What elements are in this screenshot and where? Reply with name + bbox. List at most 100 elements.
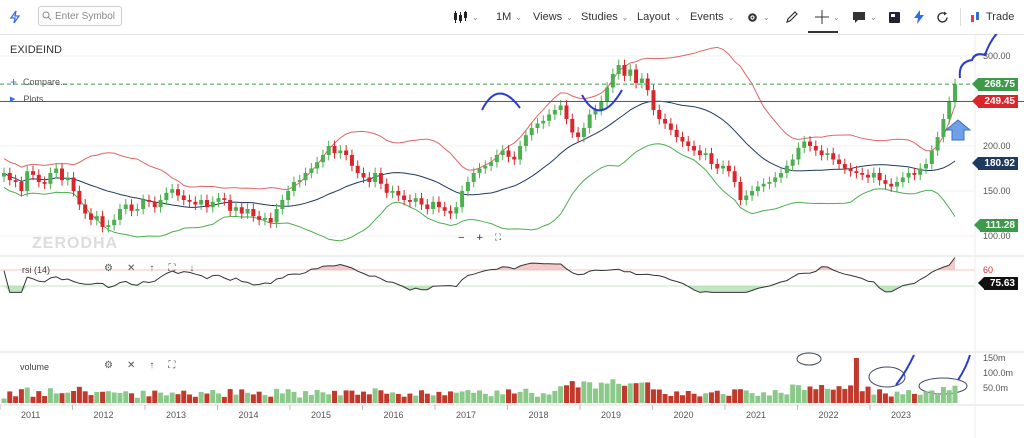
candle-body xyxy=(738,182,743,200)
candle-body xyxy=(349,155,354,166)
rsi-axis-label: 60 xyxy=(983,265,993,275)
candle-body xyxy=(866,174,871,178)
chevron-down-icon: ⌄ xyxy=(472,12,479,22)
volume-bar xyxy=(297,397,303,403)
x-axis-label: 2016 xyxy=(384,410,404,420)
volume-highlight-ellipse xyxy=(796,352,822,366)
candle-body xyxy=(924,164,929,169)
candle-body xyxy=(819,150,824,155)
crosshair-button[interactable]: ⌄ xyxy=(815,0,840,34)
volume-bar xyxy=(668,395,674,403)
candle-body xyxy=(581,128,586,137)
candle-body xyxy=(929,150,934,164)
candle-body xyxy=(204,200,209,208)
candle-body xyxy=(309,168,314,173)
volume-bar xyxy=(308,394,314,403)
search-input[interactable]: Enter Symbol xyxy=(55,10,116,22)
bolt-logo-icon[interactable] xyxy=(8,0,22,34)
draw-tool-button[interactable] xyxy=(785,0,799,34)
volume-bar xyxy=(807,386,813,403)
candle-body xyxy=(274,209,279,223)
volume-bar xyxy=(53,393,59,403)
volume-bar xyxy=(7,391,13,403)
volume-bar xyxy=(848,385,854,403)
candle-body xyxy=(471,173,476,182)
gear-icon[interactable]: ⚙ xyxy=(104,263,113,274)
candle-body xyxy=(576,132,581,137)
volume-bar xyxy=(111,392,117,403)
volume-bar xyxy=(546,394,552,403)
views-menu[interactable]: Views ⌄ xyxy=(533,0,573,34)
volume-bar xyxy=(175,394,181,403)
fullscreen-panel-button[interactable] xyxy=(888,0,901,34)
volume-bar xyxy=(227,389,233,403)
candle-body xyxy=(552,110,557,115)
alert-bolt-button[interactable] xyxy=(913,0,925,34)
events-menu[interactable]: Events ⌄ xyxy=(690,0,734,34)
volume-bar xyxy=(71,391,77,403)
volume-bar xyxy=(720,394,726,403)
volume-bar xyxy=(407,393,413,403)
expand-icon[interactable]: ⛶ xyxy=(168,360,176,371)
candles xyxy=(2,59,957,233)
volume-bar xyxy=(355,394,361,403)
refresh-icon xyxy=(937,11,948,23)
layout-menu[interactable]: Layout ⌄ xyxy=(637,0,681,34)
volume-bar xyxy=(471,392,477,403)
reset-zoom-button[interactable]: ⛶ xyxy=(494,232,502,242)
volume-bar xyxy=(587,382,593,403)
lower-band-line xyxy=(3,143,956,242)
candle-body xyxy=(2,173,6,177)
candle-body xyxy=(634,69,639,83)
gear-icon[interactable]: ⚙ xyxy=(104,360,113,371)
drawn-trend-arrow xyxy=(958,34,998,79)
candle-body xyxy=(500,150,505,155)
expand-icon[interactable]: ⛶ xyxy=(168,263,176,274)
candle-type-button[interactable]: ⌄ xyxy=(452,0,479,34)
zoom-controls: − + ⛶ xyxy=(458,232,501,244)
compare-button[interactable]: + Compare... xyxy=(10,75,68,89)
volume-bar xyxy=(830,389,836,403)
volume-bar xyxy=(946,390,952,403)
arrow-up-icon[interactable]: ↑ xyxy=(149,263,155,274)
candle-body xyxy=(454,207,459,214)
arrow-up-icon[interactable]: ↑ xyxy=(149,360,155,371)
chevron-down-icon: ⌄ xyxy=(621,12,629,22)
candle-body xyxy=(245,209,250,214)
candle-body xyxy=(587,114,592,128)
candle-body xyxy=(796,147,801,160)
volume-bar xyxy=(534,396,540,403)
settings-button[interactable]: ⌄ xyxy=(746,0,770,34)
lower-band-tag: 111.28 xyxy=(973,219,1018,232)
blue-up-arrow xyxy=(944,119,972,141)
zoom-out-button[interactable]: − xyxy=(458,232,465,244)
plots-toggle[interactable]: ▶ Plots xyxy=(10,94,43,104)
candle-body xyxy=(257,216,262,220)
arrow-down-icon[interactable]: ↓ xyxy=(189,263,195,274)
volume-bar xyxy=(778,392,784,403)
zoom-in-button[interactable]: + xyxy=(476,232,483,244)
comment-button[interactable]: ⌄ xyxy=(852,0,877,34)
symbol-search[interactable]: Enter Symbol xyxy=(38,6,122,26)
volume-bar xyxy=(761,392,767,403)
interval-button[interactable]: 1M ⌄ xyxy=(496,0,522,34)
rsi-oversold-fill xyxy=(4,286,955,293)
candlestick-icon xyxy=(454,11,467,23)
drawn-arc-top xyxy=(481,92,521,111)
trade-button[interactable]: Trade xyxy=(970,0,1014,34)
refresh-button[interactable] xyxy=(936,0,949,34)
chevron-down-icon: ⌄ xyxy=(727,12,735,22)
close-icon[interactable]: ✕ xyxy=(126,360,136,371)
candle-body xyxy=(668,123,673,130)
close-icon[interactable]: ✕ xyxy=(126,263,136,274)
volume-bar xyxy=(836,386,842,403)
candle-body xyxy=(918,168,923,175)
candle-body xyxy=(42,182,47,184)
candle-body xyxy=(512,156,517,160)
candle-body xyxy=(77,191,82,205)
candle-body xyxy=(947,101,952,119)
volume-bar xyxy=(459,391,465,403)
studies-menu[interactable]: Studies ⌄ xyxy=(581,0,628,34)
volume-bar xyxy=(343,390,349,403)
